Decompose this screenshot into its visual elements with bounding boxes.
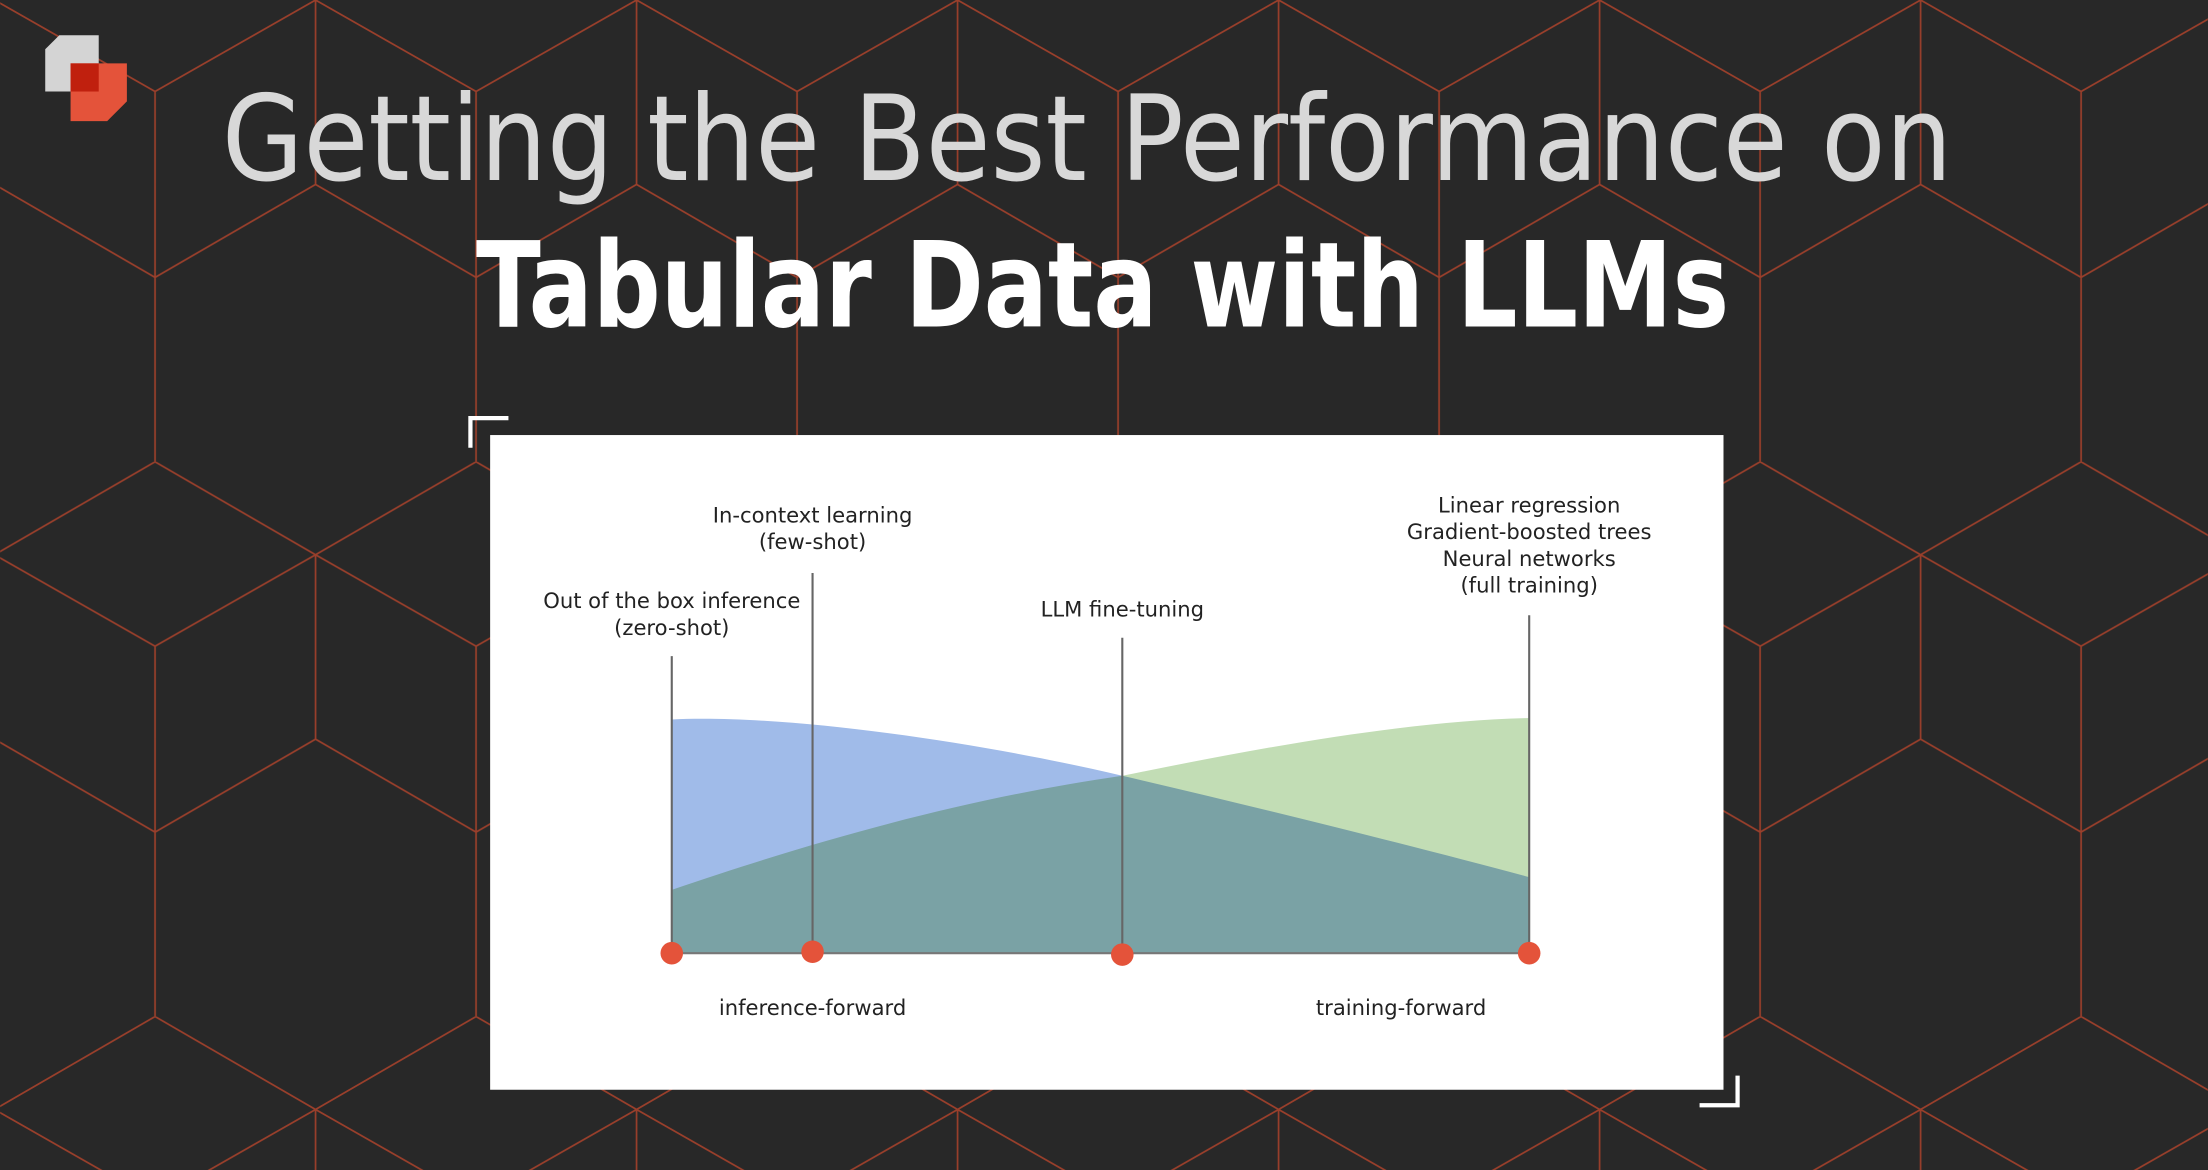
marker-label: (few-shot) xyxy=(759,529,866,554)
marker-label: LLM fine-tuning xyxy=(1041,597,1204,622)
logo-overlap xyxy=(70,63,99,92)
marker-label: Out of the box inference xyxy=(543,588,800,613)
marker-label: Gradient-boosted trees xyxy=(1407,519,1652,544)
marker-label: Linear regression xyxy=(1438,492,1620,517)
inference-area xyxy=(671,718,1530,954)
diagram: Out of the box inference (zero-shot) In-… xyxy=(543,492,1651,1020)
corner-bracket xyxy=(468,416,509,448)
title-line-2: Tabular Data with LLMs xyxy=(476,217,1729,355)
marker-dot xyxy=(801,940,824,964)
marker-dot xyxy=(660,941,684,965)
marker-dot xyxy=(1517,941,1541,965)
marker-label: (zero-shot) xyxy=(614,615,729,640)
marker-label: Neural networks xyxy=(1443,546,1616,571)
title-line-1: Getting the Best Performance on xyxy=(222,70,1952,208)
axis-label: inference-forward xyxy=(719,995,906,1020)
marker-label: (full training) xyxy=(1460,573,1598,598)
corner-bracket xyxy=(1699,1075,1740,1108)
marker-label: In-context learning xyxy=(713,502,913,527)
marker-dot xyxy=(1111,943,1134,966)
logo xyxy=(45,35,127,122)
axis-label: training-forward xyxy=(1316,995,1486,1020)
